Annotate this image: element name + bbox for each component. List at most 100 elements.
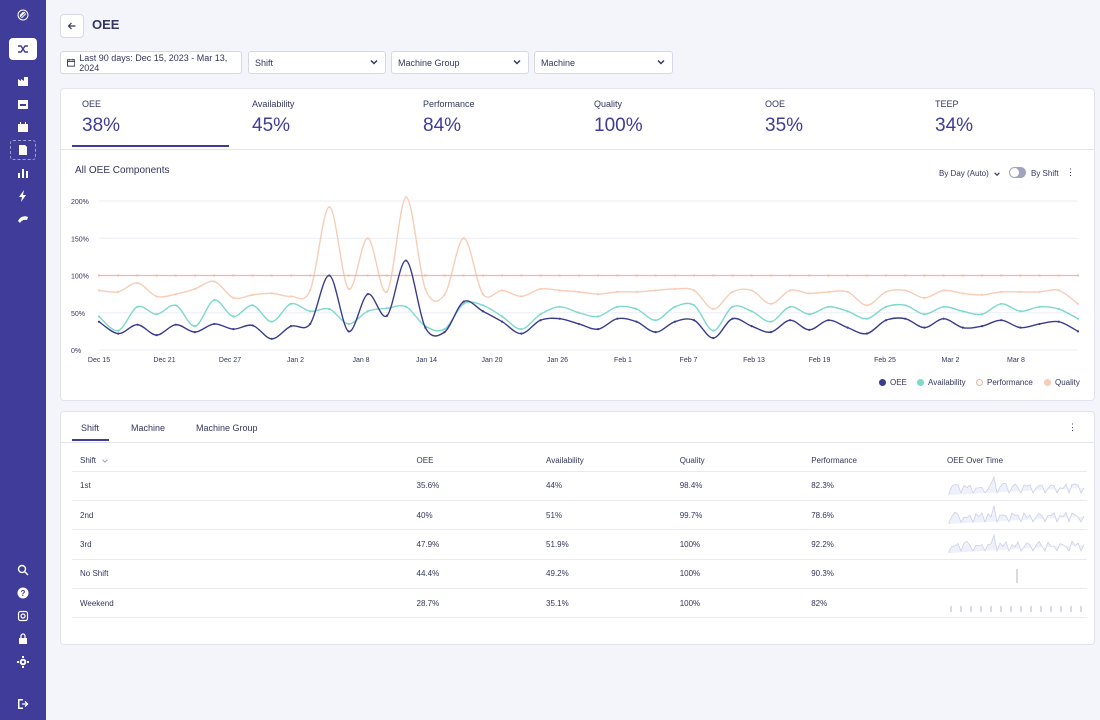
data-point[interactable]	[270, 274, 273, 277]
data-point[interactable]	[846, 290, 849, 293]
factory-icon[interactable]	[0, 70, 46, 92]
data-point[interactable]	[424, 326, 427, 329]
data-point[interactable]	[443, 328, 446, 331]
kpi-ooe[interactable]: OOE 35%	[765, 99, 803, 137]
data-point[interactable]	[808, 274, 811, 277]
data-point[interactable]	[846, 274, 849, 277]
data-point[interactable]	[692, 319, 696, 322]
table-row[interactable]: Weekend 28.7% 35.1% 100% 82%	[72, 588, 1087, 619]
data-point[interactable]	[673, 287, 676, 291]
table-row[interactable]: 3rd 47.9% 51.9% 100% 92.2%	[72, 529, 1087, 560]
data-point[interactable]	[347, 287, 350, 291]
data-point[interactable]	[731, 274, 734, 277]
logo-icon[interactable]	[0, 4, 46, 26]
data-point[interactable]	[865, 317, 868, 320]
tape-icon[interactable]	[0, 208, 46, 230]
data-point[interactable]	[596, 293, 600, 296]
data-point[interactable]	[117, 329, 120, 332]
data-point[interactable]	[213, 280, 216, 283]
data-point[interactable]	[405, 274, 408, 277]
data-point[interactable]	[251, 274, 254, 277]
data-point[interactable]	[846, 326, 849, 329]
data-point[interactable]	[97, 274, 101, 277]
data-point[interactable]	[136, 323, 139, 326]
data-point[interactable]	[961, 326, 964, 329]
data-point[interactable]	[788, 319, 792, 322]
data-point[interactable]	[232, 274, 235, 277]
date-range-picker[interactable]: Last 90 days: Dec 15, 2023 - Mar 13, 202…	[60, 51, 242, 74]
data-point[interactable]	[1076, 317, 1080, 320]
data-point[interactable]	[616, 305, 619, 308]
data-point[interactable]	[577, 311, 581, 314]
data-point[interactable]	[884, 305, 888, 308]
table-more-menu-icon[interactable]: ⋮	[1068, 422, 1077, 432]
data-point[interactable]	[117, 290, 120, 293]
data-point[interactable]	[673, 274, 676, 277]
data-point[interactable]	[289, 274, 293, 277]
inbox-icon[interactable]	[0, 93, 46, 115]
data-point[interactable]	[520, 274, 523, 277]
data-point[interactable]	[1019, 290, 1022, 293]
lock-icon[interactable]	[0, 628, 46, 650]
series-line-quality[interactable]	[98, 196, 1079, 310]
data-point[interactable]	[923, 326, 926, 329]
data-point[interactable]	[328, 274, 331, 277]
data-point[interactable]	[539, 319, 542, 322]
data-point[interactable]	[558, 289, 561, 292]
data-point[interactable]	[328, 205, 331, 209]
data-point[interactable]	[980, 293, 984, 296]
data-point[interactable]	[520, 332, 523, 335]
data-point[interactable]	[788, 305, 792, 308]
data-point[interactable]	[366, 293, 369, 296]
shuffle-icon[interactable]	[0, 38, 46, 60]
data-point[interactable]	[1000, 302, 1003, 305]
header-quality[interactable]: Quality	[671, 450, 804, 472]
data-point[interactable]	[750, 310, 753, 313]
data-point[interactable]	[654, 331, 657, 334]
chart-more-menu-icon[interactable]: ⋮	[1066, 167, 1075, 177]
legend-oee[interactable]: OEE	[879, 378, 907, 387]
lightning-icon[interactable]	[0, 185, 46, 207]
data-point[interactable]	[270, 292, 273, 295]
data-point[interactable]	[616, 317, 619, 320]
data-point[interactable]	[501, 320, 504, 323]
machine-group-select[interactable]: Machine Group	[391, 51, 529, 74]
by-shift-toggle[interactable]	[1009, 167, 1026, 178]
logout-icon[interactable]	[0, 693, 46, 715]
data-point[interactable]	[961, 292, 964, 295]
data-point[interactable]	[596, 328, 600, 331]
data-point[interactable]	[692, 304, 696, 307]
data-point[interactable]	[270, 320, 273, 323]
data-point[interactable]	[213, 298, 216, 302]
data-point[interactable]	[1038, 322, 1041, 326]
data-point[interactable]	[193, 331, 197, 334]
table-row[interactable]: 1st 35.6% 44% 98.4% 82.3%	[72, 471, 1087, 501]
data-point[interactable]	[1057, 307, 1060, 311]
data-point[interactable]	[1000, 290, 1003, 293]
data-point[interactable]	[481, 274, 485, 277]
data-point[interactable]	[424, 287, 427, 291]
data-point[interactable]	[1076, 274, 1080, 277]
data-point[interactable]	[462, 274, 465, 277]
bar-chart-icon[interactable]	[0, 162, 46, 184]
data-point[interactable]	[980, 313, 984, 316]
data-point[interactable]	[328, 307, 331, 311]
data-point[interactable]	[97, 315, 101, 318]
data-point[interactable]	[1019, 326, 1022, 329]
data-point[interactable]	[961, 274, 964, 277]
shift-select[interactable]: Shift	[248, 51, 386, 74]
data-point[interactable]	[289, 295, 293, 298]
data-point[interactable]	[712, 307, 715, 311]
data-point[interactable]	[654, 274, 657, 277]
data-point[interactable]	[577, 290, 581, 293]
data-point[interactable]	[97, 320, 101, 323]
data-point[interactable]	[481, 304, 485, 307]
data-point[interactable]	[232, 328, 235, 331]
data-point[interactable]	[155, 274, 158, 277]
data-point[interactable]	[769, 320, 772, 323]
data-point[interactable]	[1038, 305, 1041, 308]
data-point[interactable]	[865, 332, 868, 335]
data-point[interactable]	[827, 274, 830, 277]
header-oee[interactable]: OEE	[408, 450, 539, 472]
data-point[interactable]	[577, 274, 581, 277]
